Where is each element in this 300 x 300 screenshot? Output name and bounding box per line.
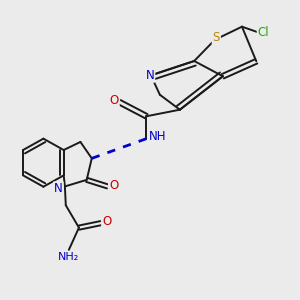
Text: O: O (109, 179, 118, 192)
Text: O: O (110, 94, 119, 107)
Text: O: O (102, 215, 111, 228)
Text: Cl: Cl (258, 26, 269, 38)
Text: S: S (213, 31, 220, 44)
Text: NH: NH (149, 130, 166, 143)
Text: NH₂: NH₂ (58, 252, 79, 262)
Text: N: N (146, 69, 154, 82)
Text: N: N (54, 182, 63, 195)
